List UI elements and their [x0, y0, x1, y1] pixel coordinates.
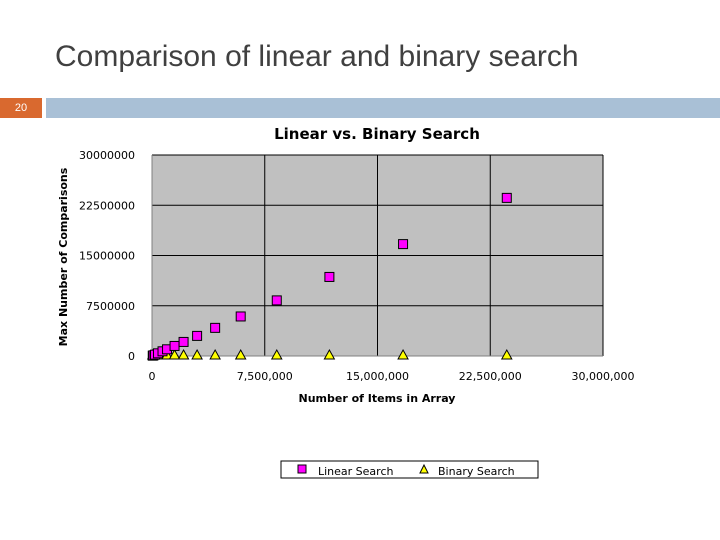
linear-search-point [398, 239, 409, 250]
legend-binary-marker [419, 463, 429, 474]
x-tick-label: 0 [149, 370, 156, 383]
legend-binary-label: Binary Search [438, 465, 515, 478]
legend-box [280, 460, 539, 479]
linear-search-point [192, 330, 203, 341]
legend: Linear Search Binary Search [280, 460, 539, 479]
header-bar [46, 98, 720, 118]
binary-search-point [500, 348, 513, 360]
linear-search-point [235, 311, 246, 322]
y-tick-label: 15000000 [79, 250, 135, 263]
data-marks [146, 192, 513, 361]
linear-search-point [178, 336, 189, 347]
binary-search-point [177, 348, 190, 360]
binary-search-point [397, 348, 409, 360]
linear-search-point [169, 340, 180, 351]
y-tick-label: 7500000 [86, 300, 135, 313]
y-tick-label: 22500000 [79, 199, 135, 212]
y-axis-label: Max Number of Comparisons [57, 167, 70, 346]
linear-search-point [271, 295, 282, 306]
binary-search-point [168, 348, 181, 360]
binary-search-point [270, 348, 283, 360]
legend-linear-marker [297, 464, 307, 474]
linear-search-point [501, 192, 512, 203]
y-tick-label: 0 [128, 350, 135, 363]
y-axis-ticks: 0 7500000 15000000 22500000 30000000 [79, 149, 135, 363]
slide-title: Comparison of linear and binary search [55, 40, 579, 73]
binary-search-point [323, 348, 336, 360]
binary-search-point [209, 348, 221, 360]
linear-search-point [210, 322, 221, 333]
grid [151, 154, 604, 357]
x-tick-label: 7,500,000 [237, 370, 293, 383]
x-axis-ticks: 0 7,500,000 15,000,000 22,500,000 30,000,000 [149, 370, 635, 383]
x-axis-label: Number of Items in Array [299, 392, 456, 405]
binary-search-point [234, 348, 247, 360]
legend-linear-label: Linear Search [318, 465, 394, 478]
linear-search-point [324, 271, 335, 282]
slide-number: 20 [0, 98, 42, 118]
x-tick-label: 15,000,000 [346, 370, 409, 383]
y-tick-label: 30000000 [79, 149, 135, 162]
chart-title: Linear vs. Binary Search [274, 125, 480, 143]
x-tick-label: 30,000,000 [572, 370, 635, 383]
x-tick-label: 22,500,000 [459, 370, 522, 383]
binary-search-point [191, 348, 203, 360]
